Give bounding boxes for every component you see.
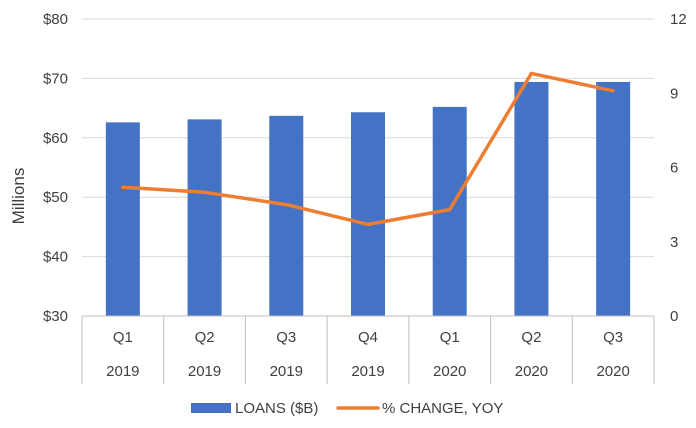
y-axis-left-ticks: $30 $40 $50 $60 $70 $80 xyxy=(43,11,68,325)
y-left-tick-0: $30 xyxy=(43,308,68,325)
y-left-tick-1: $40 xyxy=(43,249,68,266)
y-left-tick-5: $80 xyxy=(43,11,68,28)
y-left-tick-4: $70 xyxy=(43,70,68,87)
category-year-5: 2020 xyxy=(515,363,548,380)
legend-swatch-loans xyxy=(191,403,231,413)
y-right-tick-1: 3 xyxy=(670,234,678,251)
axes xyxy=(81,315,655,384)
bar-0 xyxy=(105,122,140,316)
bar-3 xyxy=(351,112,385,317)
category-quarter-6: Q3 xyxy=(603,329,623,346)
category-quarter-1: Q2 xyxy=(195,329,215,346)
y-right-tick-0: 0 xyxy=(670,308,678,325)
y-right-tick-3: 9 xyxy=(670,85,678,102)
yoy-line xyxy=(121,71,615,227)
y-right-tick-4: 12 xyxy=(670,11,687,28)
category-year-3: 2019 xyxy=(351,363,384,380)
category-quarter-5: Q2 xyxy=(521,329,541,346)
legend-label-yoy: % CHANGE, YOY xyxy=(382,400,503,417)
bar-1 xyxy=(187,119,222,316)
bar-6 xyxy=(596,81,631,317)
y-axis-label: Millions xyxy=(9,168,28,225)
category-year-1: 2019 xyxy=(188,363,221,380)
y-left-tick-2: $50 xyxy=(43,189,68,206)
category-year-6: 2020 xyxy=(596,363,629,380)
y-right-tick-2: 6 xyxy=(670,160,678,177)
y-axis-right-ticks: 0 3 6 9 12 xyxy=(670,11,687,325)
category-quarter-3: Q4 xyxy=(358,329,378,346)
bar-5 xyxy=(514,81,549,317)
category-year-2: 2019 xyxy=(270,363,303,380)
category-quarter-0: Q1 xyxy=(113,329,133,346)
legend: LOANS ($B) % CHANGE, YOY xyxy=(191,400,503,417)
bar-2 xyxy=(269,115,304,317)
category-year-0: 2019 xyxy=(106,363,139,380)
loans-bars xyxy=(105,81,631,317)
x-axis-categories: Q1 2019 Q2 2019 Q3 2019 Q4 2019 Q1 2020 Q2 2020 Q3 20… xyxy=(106,329,630,380)
legend-label-loans: LOANS ($B) xyxy=(235,400,318,417)
y-left-tick-3: $60 xyxy=(43,130,68,147)
category-quarter-2: Q3 xyxy=(276,329,296,346)
category-year-4: 2020 xyxy=(433,363,466,380)
category-quarter-4: Q1 xyxy=(440,329,460,346)
yoy-series-line xyxy=(121,71,615,227)
